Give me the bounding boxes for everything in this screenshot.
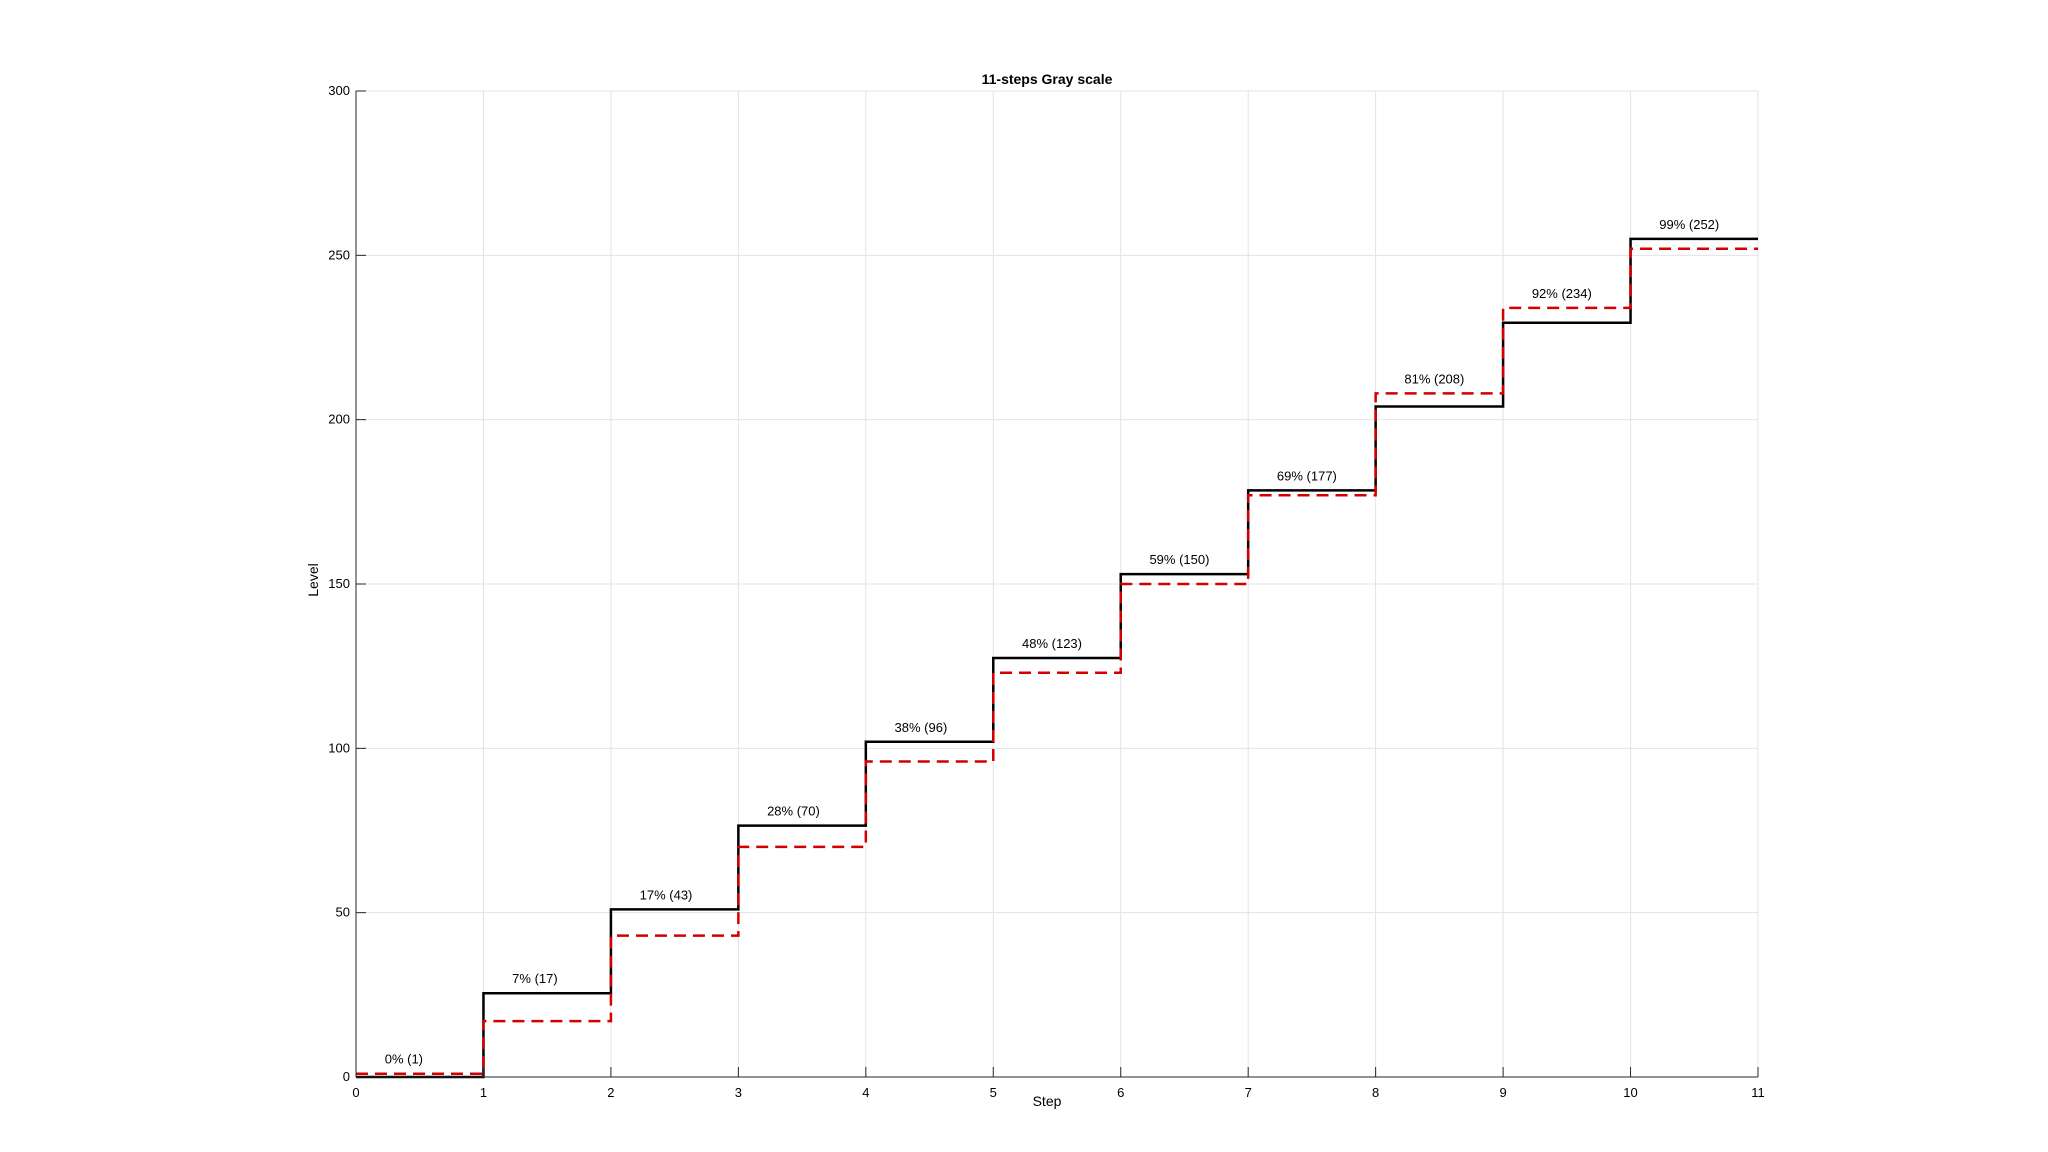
solid-series-line — [356, 237, 1758, 1079]
x-tick-label: 10 — [1623, 1085, 1637, 1100]
step-data-label: 0% (1) — [385, 1052, 423, 1067]
y-tick-label: 250 — [328, 247, 350, 262]
x-tick-label: 3 — [735, 1085, 742, 1100]
x-tick-label: 2 — [607, 1085, 614, 1100]
y-axis-label: Level — [305, 563, 321, 596]
x-axis-label: Step — [1033, 1093, 1062, 1109]
step-data-label: 81% (208) — [1404, 371, 1464, 386]
x-tick-label: 0 — [352, 1085, 359, 1100]
x-tick-label: 8 — [1372, 1085, 1379, 1100]
annotation-layer: 0% (1) 7% (17) 17% (43) 28% (70) 38% (96) 48%… — [385, 217, 1720, 1067]
y-tick-label: 100 — [328, 740, 350, 755]
x-tick-label: 4 — [862, 1085, 869, 1100]
y-tick-label: 300 — [328, 83, 350, 98]
grid-layer — [355, 90, 1759, 1078]
x-tick-label: 11 — [1751, 1085, 1765, 1100]
ticks-layer: 0 1 2 3 4 5 6 7 8 9 10 11 0 50 100 150 200 250 300 — [328, 83, 1764, 1100]
step-data-label: 38% (96) — [895, 720, 948, 735]
dashed-series-line — [356, 247, 1758, 1075]
y-tick-label: 0 — [343, 1069, 350, 1084]
y-tick-label: 200 — [328, 412, 350, 427]
y-tick-label: 150 — [328, 576, 350, 591]
series-layer — [356, 237, 1758, 1079]
step-data-label: 48% (123) — [1022, 636, 1082, 651]
step-data-label: 59% (150) — [1149, 552, 1209, 567]
step-data-label: 69% (177) — [1277, 468, 1337, 483]
chart-title: 11-steps Gray scale — [982, 71, 1113, 87]
x-tick-label: 5 — [990, 1085, 997, 1100]
x-tick-label: 9 — [1499, 1085, 1506, 1100]
step-data-label: 28% (70) — [767, 804, 820, 819]
x-tick-label: 7 — [1245, 1085, 1252, 1100]
x-tick-label: 6 — [1117, 1085, 1124, 1100]
step-data-label: 99% (252) — [1659, 217, 1719, 232]
step-data-label: 17% (43) — [640, 887, 693, 902]
x-tick-label: 1 — [480, 1085, 487, 1100]
step-data-label: 7% (17) — [512, 971, 558, 986]
step-data-label: 92% (234) — [1532, 286, 1592, 301]
y-tick-label: 50 — [336, 905, 350, 920]
